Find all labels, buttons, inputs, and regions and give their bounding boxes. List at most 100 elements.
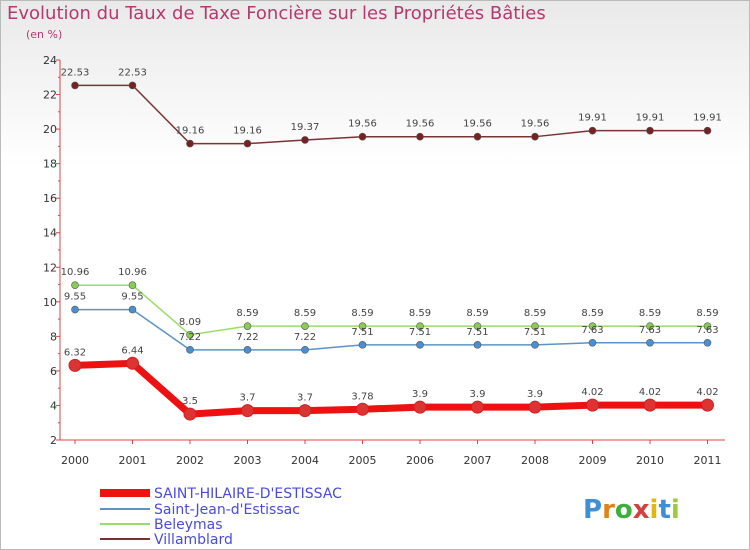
data-point bbox=[473, 132, 482, 141]
y-tick-label: 20 bbox=[43, 123, 57, 136]
y-tick-label: 12 bbox=[43, 261, 57, 274]
logo-letter: t bbox=[658, 495, 670, 525]
data-label: 19.16 bbox=[233, 126, 262, 137]
data-point bbox=[301, 322, 309, 330]
y-tick-label: 8 bbox=[50, 330, 57, 343]
data-label: 7.22 bbox=[236, 332, 258, 343]
data-label: 7.22 bbox=[294, 332, 316, 343]
x-tick-label: 2007 bbox=[464, 454, 492, 467]
y-tick-label: 10 bbox=[43, 296, 57, 309]
data-point bbox=[71, 305, 79, 314]
data-label: 19.16 bbox=[176, 126, 205, 137]
x-tick-label: 2001 bbox=[119, 454, 147, 467]
data-label: 6.44 bbox=[121, 345, 143, 356]
data-label: 7.63 bbox=[639, 325, 661, 336]
data-point bbox=[186, 346, 194, 354]
data-point bbox=[241, 404, 254, 418]
data-label: 8.59 bbox=[236, 308, 258, 319]
data-point bbox=[588, 126, 597, 135]
data-label: 7.51 bbox=[351, 327, 373, 338]
data-point bbox=[301, 346, 309, 354]
logo-letter: r bbox=[602, 495, 615, 525]
x-tick-label: 2010 bbox=[636, 454, 664, 467]
data-point bbox=[243, 322, 252, 330]
data-point bbox=[128, 281, 137, 290]
data-label: 9.55 bbox=[121, 292, 143, 303]
series-layer bbox=[68, 81, 714, 421]
x-tick-label: 2006 bbox=[406, 454, 434, 467]
y-tick-label: 18 bbox=[43, 158, 57, 171]
y-tick-label: 14 bbox=[43, 227, 57, 240]
logo-letter: x bbox=[633, 495, 650, 525]
data-label: 3.78 bbox=[351, 391, 373, 402]
data-point bbox=[186, 139, 194, 148]
data-label: 6.32 bbox=[64, 347, 86, 358]
data-label: 19.91 bbox=[636, 113, 665, 124]
data-label: 4.02 bbox=[581, 387, 603, 398]
series-line bbox=[75, 84, 708, 145]
data-label: 7.51 bbox=[409, 327, 431, 338]
data-point bbox=[703, 338, 712, 347]
legend: SAINT-HILAIRE-D'ESTISSACSaint-Jean-d'Est… bbox=[100, 486, 342, 548]
data-point bbox=[701, 398, 714, 412]
data-point bbox=[703, 126, 712, 135]
data-label: 19.56 bbox=[463, 119, 492, 130]
data-label: 8.59 bbox=[409, 308, 431, 319]
data-point bbox=[126, 356, 139, 370]
data-point bbox=[643, 398, 657, 412]
data-label: 10.96 bbox=[118, 267, 147, 278]
series-line bbox=[75, 284, 708, 336]
data-label: 3.7 bbox=[297, 393, 313, 404]
y-tick-label: 24 bbox=[43, 54, 57, 67]
data-point bbox=[183, 407, 197, 421]
y-tick-label: 22 bbox=[43, 89, 57, 102]
data-label: 7.63 bbox=[581, 325, 603, 336]
data-label: 19.56 bbox=[406, 119, 435, 130]
legend-entry: Saint-Jean-d'Estissac bbox=[154, 502, 300, 518]
data-point bbox=[68, 358, 82, 372]
data-point bbox=[646, 338, 654, 347]
data-label: 19.37 bbox=[291, 122, 320, 133]
x-tick-label: 2002 bbox=[176, 454, 204, 467]
data-label: 7.51 bbox=[524, 327, 546, 338]
data-point bbox=[646, 322, 654, 330]
data-label: 8.59 bbox=[581, 308, 603, 319]
data-label: 8.59 bbox=[696, 308, 718, 319]
data-label: 8.59 bbox=[294, 308, 316, 319]
data-point bbox=[298, 404, 312, 418]
data-point bbox=[531, 322, 539, 330]
y-tick-label: 6 bbox=[50, 365, 57, 378]
series-line bbox=[74, 359, 708, 418]
data-point bbox=[416, 322, 424, 330]
data-label: 3.7 bbox=[240, 393, 256, 404]
y-tick-label: 16 bbox=[43, 192, 57, 205]
x-tick-label: 2004 bbox=[291, 454, 319, 467]
data-label: 3.9 bbox=[470, 389, 486, 400]
data-label: 7.22 bbox=[179, 332, 201, 343]
data-point bbox=[186, 331, 194, 339]
logo-letter: i bbox=[671, 495, 680, 525]
logo-letter: P bbox=[583, 495, 602, 525]
data-labels: 22.53 22.53 19.16 19.16 19.37 19.56 19.56 19.56… bbox=[61, 67, 722, 407]
data-point bbox=[358, 132, 367, 141]
data-point bbox=[128, 81, 137, 90]
data-label: 22.53 bbox=[118, 67, 147, 78]
legend-entry: SAINT-HILAIRE-D'ESTISSAC bbox=[154, 486, 342, 502]
data-label: 3.9 bbox=[527, 389, 543, 400]
data-point bbox=[413, 400, 427, 414]
y-axis-unit: (en %) bbox=[26, 28, 63, 41]
data-point bbox=[128, 305, 137, 314]
data-point bbox=[531, 132, 539, 141]
data-point bbox=[531, 341, 539, 349]
legend-entry: Beleymas bbox=[154, 517, 223, 533]
logo-letter: o bbox=[615, 495, 633, 525]
data-point bbox=[71, 281, 79, 290]
data-label: 3.5 bbox=[182, 396, 198, 407]
data-point bbox=[646, 126, 654, 135]
data-label: 3.9 bbox=[412, 389, 428, 400]
data-label: 19.56 bbox=[348, 119, 377, 130]
data-point bbox=[586, 398, 599, 412]
data-point bbox=[71, 81, 79, 90]
